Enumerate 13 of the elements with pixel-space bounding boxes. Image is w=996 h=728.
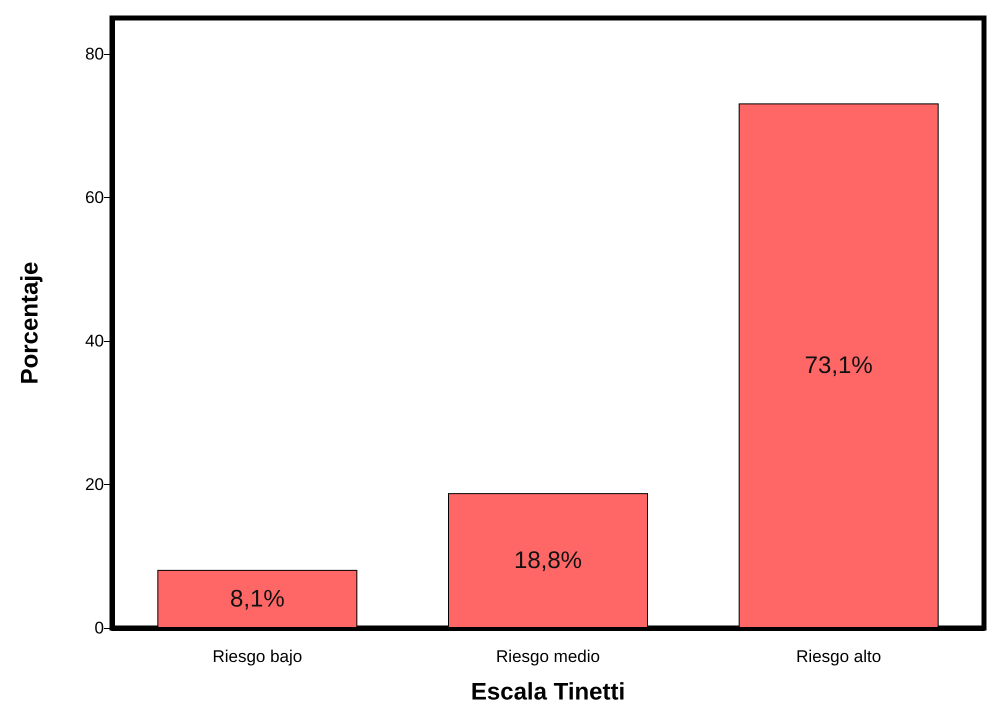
data-label: 73,1% — [804, 352, 873, 380]
y-tick-label: 40 — [85, 331, 104, 350]
x-tick-label: Riesgo alto — [796, 647, 882, 666]
data-label: 8,1% — [230, 585, 285, 612]
y-tick-label: 20 — [85, 474, 104, 494]
x-tick-label: Riesgo bajo — [212, 647, 302, 666]
y-tick-label: 80 — [85, 44, 104, 64]
y-tick-label: 0 — [94, 618, 104, 638]
data-label: 18,8% — [514, 547, 582, 574]
y-tick-label: 60 — [85, 188, 104, 207]
x-tick-label: Riesgo medio — [496, 647, 600, 666]
y-axis-title: Porcentaje — [16, 262, 44, 384]
x-axis-title: Escala Tinetti — [470, 678, 626, 706]
